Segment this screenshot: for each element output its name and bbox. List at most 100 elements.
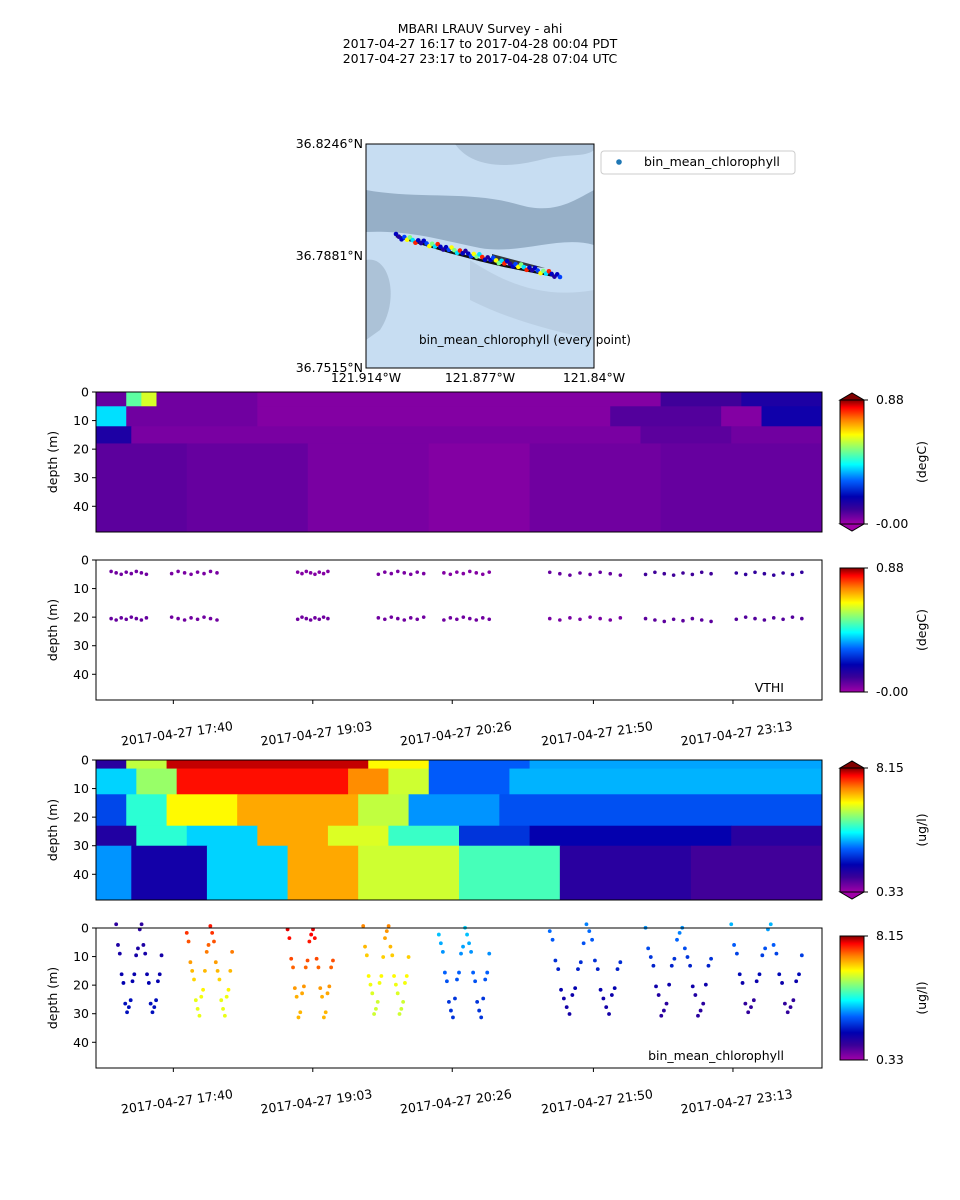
scatter-point xyxy=(213,960,218,965)
scatter-point xyxy=(547,570,552,575)
scatter-point xyxy=(139,571,144,575)
scatter-point xyxy=(556,967,561,972)
y-tick-label: 40 xyxy=(73,1035,89,1050)
scatter-point xyxy=(298,1010,303,1015)
scatter-point xyxy=(374,1006,378,1011)
scatter-point xyxy=(325,991,330,996)
scatter-point xyxy=(468,569,472,574)
heatmap-cell xyxy=(287,845,359,900)
scatter-point xyxy=(685,955,690,959)
scatter-point xyxy=(564,1005,569,1010)
scatter-point xyxy=(189,572,193,577)
y-tick-label: 40 xyxy=(73,667,89,682)
colorbar-max-label: 8.15 xyxy=(876,928,904,943)
scatter-point xyxy=(119,616,124,620)
scatter-point xyxy=(760,953,765,958)
scatter-point xyxy=(134,953,139,958)
scatter-point xyxy=(746,1010,751,1015)
scatter-point xyxy=(709,956,713,961)
scatter-point xyxy=(195,1006,200,1011)
scatter-point xyxy=(447,1000,451,1004)
scatter-point xyxy=(800,616,804,621)
scatter-point xyxy=(734,571,739,575)
map-legend-box xyxy=(600,150,796,175)
map-shelf-north xyxy=(455,144,594,165)
scatter-point xyxy=(363,944,367,949)
scatter-point xyxy=(136,946,140,951)
scatter-point xyxy=(300,991,305,996)
scatter-point xyxy=(479,1015,484,1020)
scatter-point xyxy=(176,616,180,621)
scatter-point xyxy=(395,616,400,621)
heatmap-cell xyxy=(529,760,822,770)
scatter-point xyxy=(295,617,300,622)
scatter-point xyxy=(485,970,490,975)
scatter-point xyxy=(743,615,748,619)
scatter-point xyxy=(295,570,300,574)
scatter-point xyxy=(469,950,473,954)
scatter-point xyxy=(331,958,335,963)
heatmap-cell xyxy=(257,825,329,847)
scatter-point xyxy=(215,618,219,622)
scatter-point xyxy=(221,1006,225,1011)
scatter-point xyxy=(480,616,485,620)
scatter-point xyxy=(421,615,426,619)
scatter-point xyxy=(132,972,137,977)
scatter-point xyxy=(292,986,297,990)
scatter-point xyxy=(578,617,582,622)
heatmap-cell xyxy=(96,760,127,770)
scatter-point xyxy=(201,987,205,992)
scatter-point xyxy=(475,1000,480,1004)
scatter-point xyxy=(415,617,420,622)
scatter-point xyxy=(305,958,310,963)
scatter-point xyxy=(607,1012,611,1016)
scatter-point xyxy=(188,960,193,965)
y-tick-label: 20 xyxy=(73,442,89,457)
scatter-point xyxy=(287,936,292,940)
scatter-point xyxy=(215,571,219,575)
scatter-point xyxy=(567,1012,572,1016)
scatter-point xyxy=(189,616,193,620)
scatter-point xyxy=(780,981,784,985)
scatter-point xyxy=(749,1005,753,1010)
y-tick-label: 0 xyxy=(81,385,89,400)
scatter-point xyxy=(661,1008,666,1013)
scatter-point xyxy=(222,1013,227,1018)
heatmap-cell xyxy=(428,768,510,795)
colorbar xyxy=(839,567,865,693)
scatter-point xyxy=(762,618,767,622)
heatmap-cell xyxy=(126,406,258,427)
scatter-point xyxy=(732,943,736,947)
scatter-point xyxy=(578,571,582,575)
scatter-point xyxy=(646,946,651,951)
scatter-point xyxy=(547,929,552,934)
scatter-point xyxy=(321,571,326,576)
scatter-point xyxy=(224,994,229,999)
scatter-point xyxy=(195,570,200,574)
scatter-point xyxy=(790,615,795,619)
scatter-point xyxy=(308,571,313,575)
scatter-point xyxy=(467,941,471,946)
scatter-point xyxy=(699,570,704,575)
panel-frame xyxy=(95,391,823,533)
scatter-point xyxy=(366,974,371,978)
heatmap-cell xyxy=(126,392,142,407)
scatter-point xyxy=(790,572,795,577)
scatter-point xyxy=(587,929,592,934)
scatter-point xyxy=(421,571,426,576)
scatter-point xyxy=(703,982,708,987)
scatter-point xyxy=(401,1000,406,1004)
heatmap-cell xyxy=(358,794,410,827)
heatmap-cell xyxy=(428,760,531,770)
heatmap-cell xyxy=(459,845,561,900)
scatter-point xyxy=(696,1013,700,1018)
scatter-point xyxy=(329,965,334,970)
scatter-point xyxy=(217,977,222,982)
scatter-point xyxy=(114,618,118,622)
scatter-point xyxy=(782,1001,787,1006)
scatter-point xyxy=(156,979,160,984)
heatmap-cell xyxy=(327,825,389,847)
heatmap-cell xyxy=(358,845,460,900)
scatter-point xyxy=(671,617,676,622)
scatter-point xyxy=(376,616,381,620)
